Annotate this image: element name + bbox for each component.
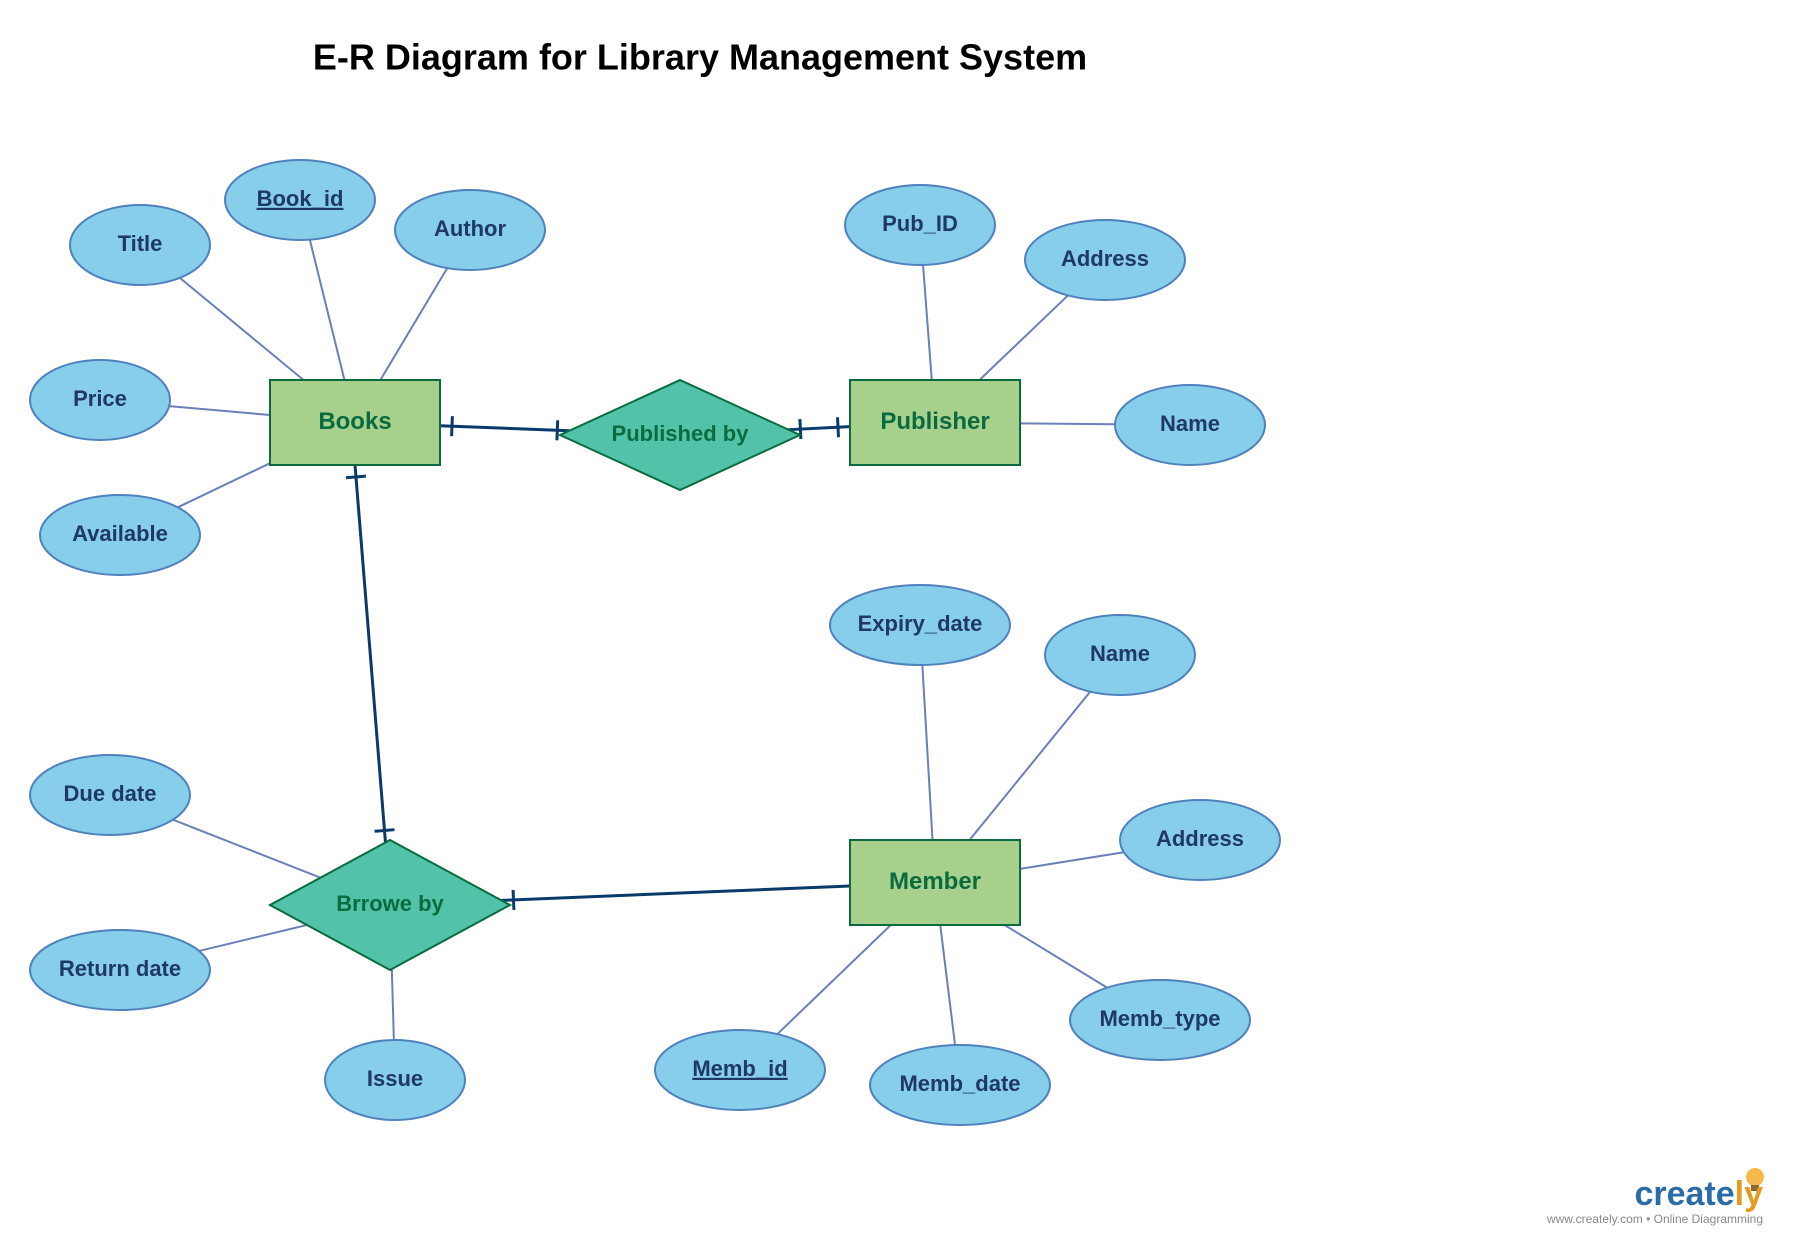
attribute-label-mem_addr: Address	[1156, 826, 1244, 851]
diagram-title: E-R Diagram for Library Management Syste…	[313, 37, 1087, 78]
attribute-label-title: Title	[118, 231, 163, 256]
entity-label-publisher: Publisher	[880, 408, 989, 435]
cardinality-tick	[375, 830, 395, 832]
cardinality-tick	[800, 419, 801, 439]
entity-label-books: Books	[318, 408, 391, 435]
attribute-label-price: Price	[73, 386, 127, 411]
cardinality-tick	[513, 890, 514, 910]
cardinality-tick	[557, 420, 558, 440]
attribute-label-mem_name: Name	[1090, 641, 1150, 666]
relationship-label-pubby: Published by	[612, 421, 750, 446]
attribute-label-mem_date: Memb_date	[899, 1071, 1020, 1096]
attribute-label-return: Return date	[59, 956, 181, 981]
attr-connector-pub_name	[1020, 423, 1115, 424]
entity-label-member: Member	[889, 868, 981, 895]
attribute-label-mem_type: Memb_type	[1099, 1006, 1220, 1031]
attribute-label-memb_id: Memb_id	[692, 1056, 787, 1081]
attribute-label-pub_id: Pub_ID	[882, 211, 958, 236]
attribute-label-expiry: Expiry_date	[858, 611, 983, 636]
attribute-label-available: Available	[72, 521, 168, 546]
cardinality-tick	[346, 476, 366, 478]
attribute-label-pub_addr: Address	[1061, 246, 1149, 271]
attribute-label-author: Author	[434, 216, 507, 241]
cardinality-tick	[838, 417, 839, 437]
cardinality-tick	[452, 416, 453, 436]
relationship-label-borrow: Brrowe by	[336, 891, 444, 916]
attribute-label-pub_name: Name	[1160, 411, 1220, 436]
brand-tagline: www.creately.com • Online Diagramming	[1546, 1212, 1763, 1226]
attribute-label-issue: Issue	[367, 1066, 423, 1091]
brand-text: creately	[1634, 1175, 1763, 1213]
attribute-label-book_id: Book_id	[257, 186, 344, 211]
attribute-label-due: Due date	[64, 781, 157, 806]
